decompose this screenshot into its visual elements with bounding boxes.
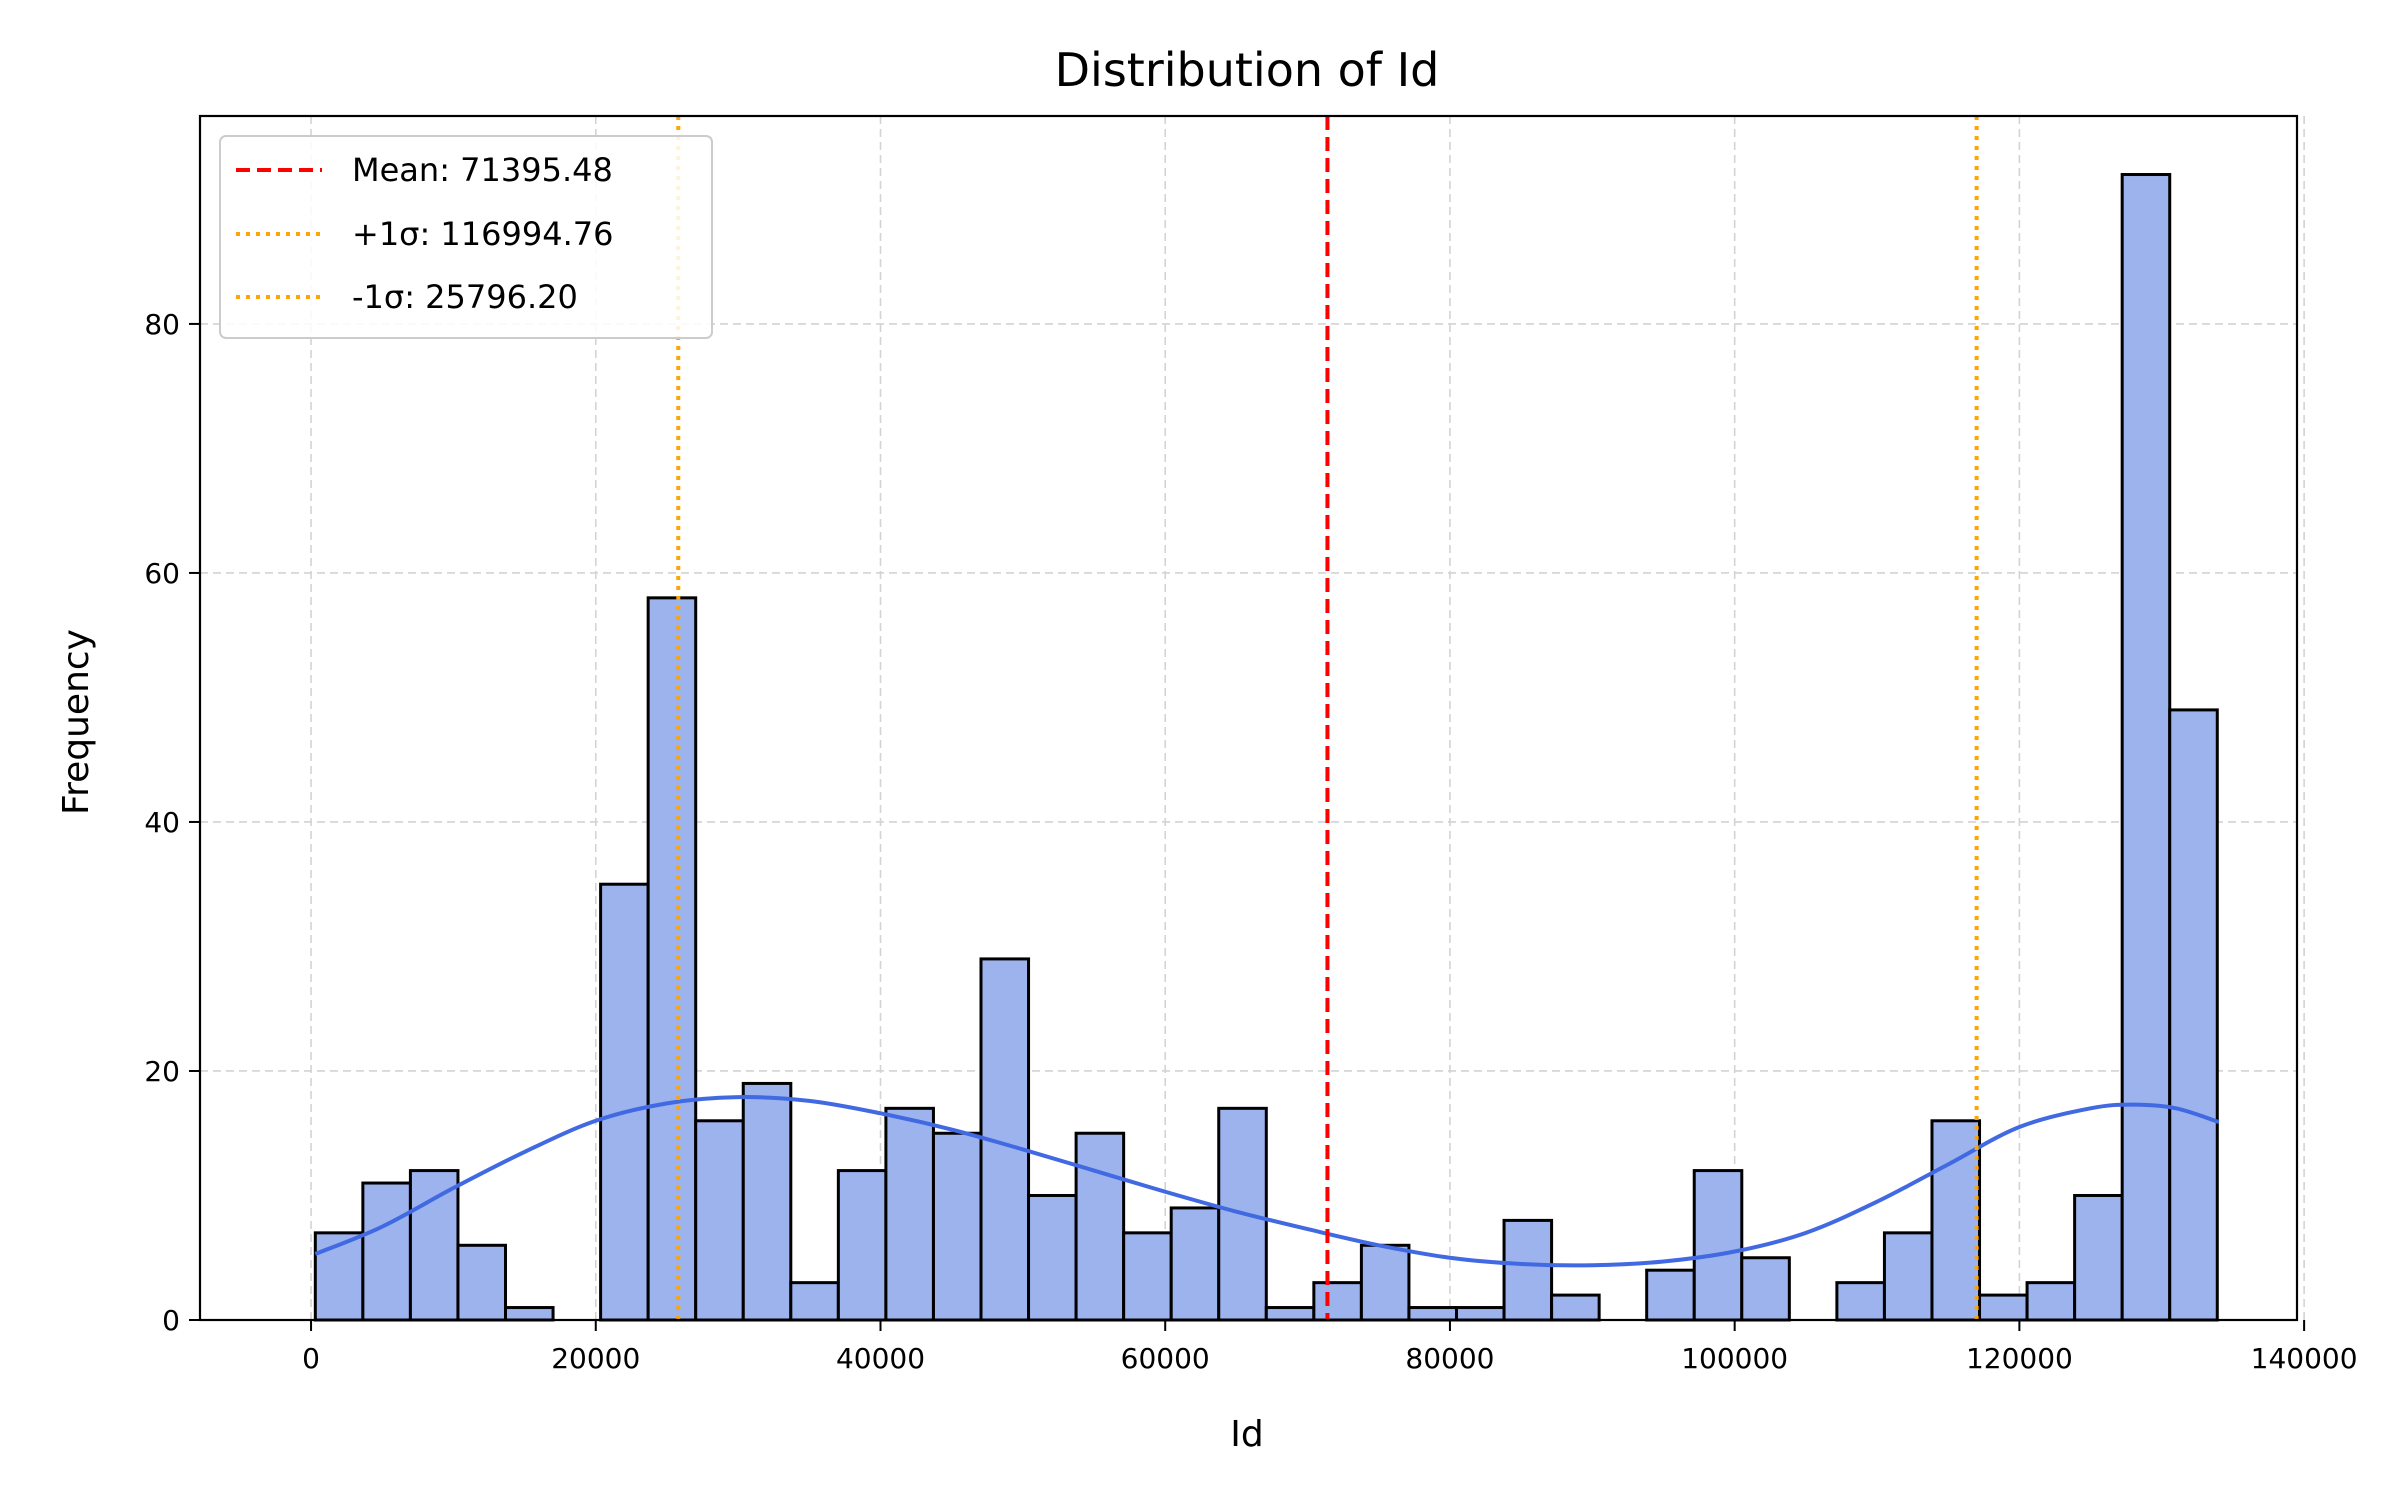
histogram-bar [1122,1231,1173,1322]
histogram-bar [2120,173,2172,1322]
histogram-bar [931,1131,983,1322]
x-axis-title: Id [1230,1414,1263,1455]
x-tick-label: 40000 [836,1342,925,1375]
legend: Mean: 71395.48 +1σ: 116994.76 -1σ: 25796… [219,135,713,339]
histogram-bar [1407,1306,1458,1322]
histogram-bar [2168,708,2219,1322]
histogram-bar [1645,1268,1696,1322]
x-tick-label: 80000 [1405,1342,1494,1375]
histogram-bar [884,1106,935,1322]
kde-curve-layer [314,1095,2220,1268]
histogram-bar [1454,1306,1506,1322]
histogram-bar [1835,1281,1886,1322]
histogram-bar [1264,1306,1316,1322]
histogram-bar [1502,1218,1554,1322]
histogram-bar [646,596,698,1322]
plot-frame [198,114,2299,1322]
histogram-bar [1978,1293,2029,1322]
histogram-bar [789,1281,840,1322]
legend-minus-sigma-label: -1σ: 25796.20 [352,278,578,316]
histogram-bar [1074,1131,1126,1322]
histogram-bar [1359,1243,1411,1322]
y-axis-title: Frequency [56,629,97,815]
histogram-bar [741,1081,793,1322]
axis-ticks: 0 20000 40000 60000 80000 100000 120000 140000 0… [144,308,2357,1375]
x-tick-label: 60000 [1121,1342,1210,1375]
x-tick-label: 100000 [1681,1342,1788,1375]
x-tick-label: 140000 [2251,1342,2358,1375]
histogram-bar [504,1306,555,1322]
x-tick-label: 120000 [1966,1342,2073,1375]
y-tick-label: 60 [144,557,180,590]
histogram-bar [408,1169,460,1322]
legend-box [219,135,713,339]
histogram-bar [1692,1169,1744,1322]
legend-plus-sigma-label: +1σ: 116994.76 [352,215,613,253]
kde-curve [314,1095,2220,1268]
histogram-bar [694,1119,745,1322]
legend-mean-label: Mean: 71395.48 [352,151,613,189]
histogram-bar [2025,1281,2077,1322]
histogram-bar [1550,1293,1601,1322]
histogram-bars [313,173,2219,1322]
histogram-bar [1312,1281,1363,1322]
histogram-bar [1169,1206,1221,1322]
histogram-bar [836,1169,888,1322]
histogram-bar [599,882,650,1322]
y-tick-label: 20 [144,1055,180,1088]
reference-lines [676,116,1979,1320]
y-tick-label: 40 [144,806,180,839]
histogram-bar [2073,1193,2124,1322]
chart-title: Distribution of Id [1055,43,1440,97]
y-tick-label: 80 [144,308,180,341]
histogram-bar [361,1181,412,1322]
y-tick-label: 0 [162,1304,180,1337]
histogram-bar [456,1243,508,1322]
histogram-bar [1930,1119,1982,1322]
x-tick-label: 20000 [551,1342,640,1375]
histogram-bar [1027,1193,1078,1322]
histogram-bar [1740,1256,1791,1322]
histogram-bar [1882,1231,1934,1322]
x-tick-label: 0 [302,1342,320,1375]
